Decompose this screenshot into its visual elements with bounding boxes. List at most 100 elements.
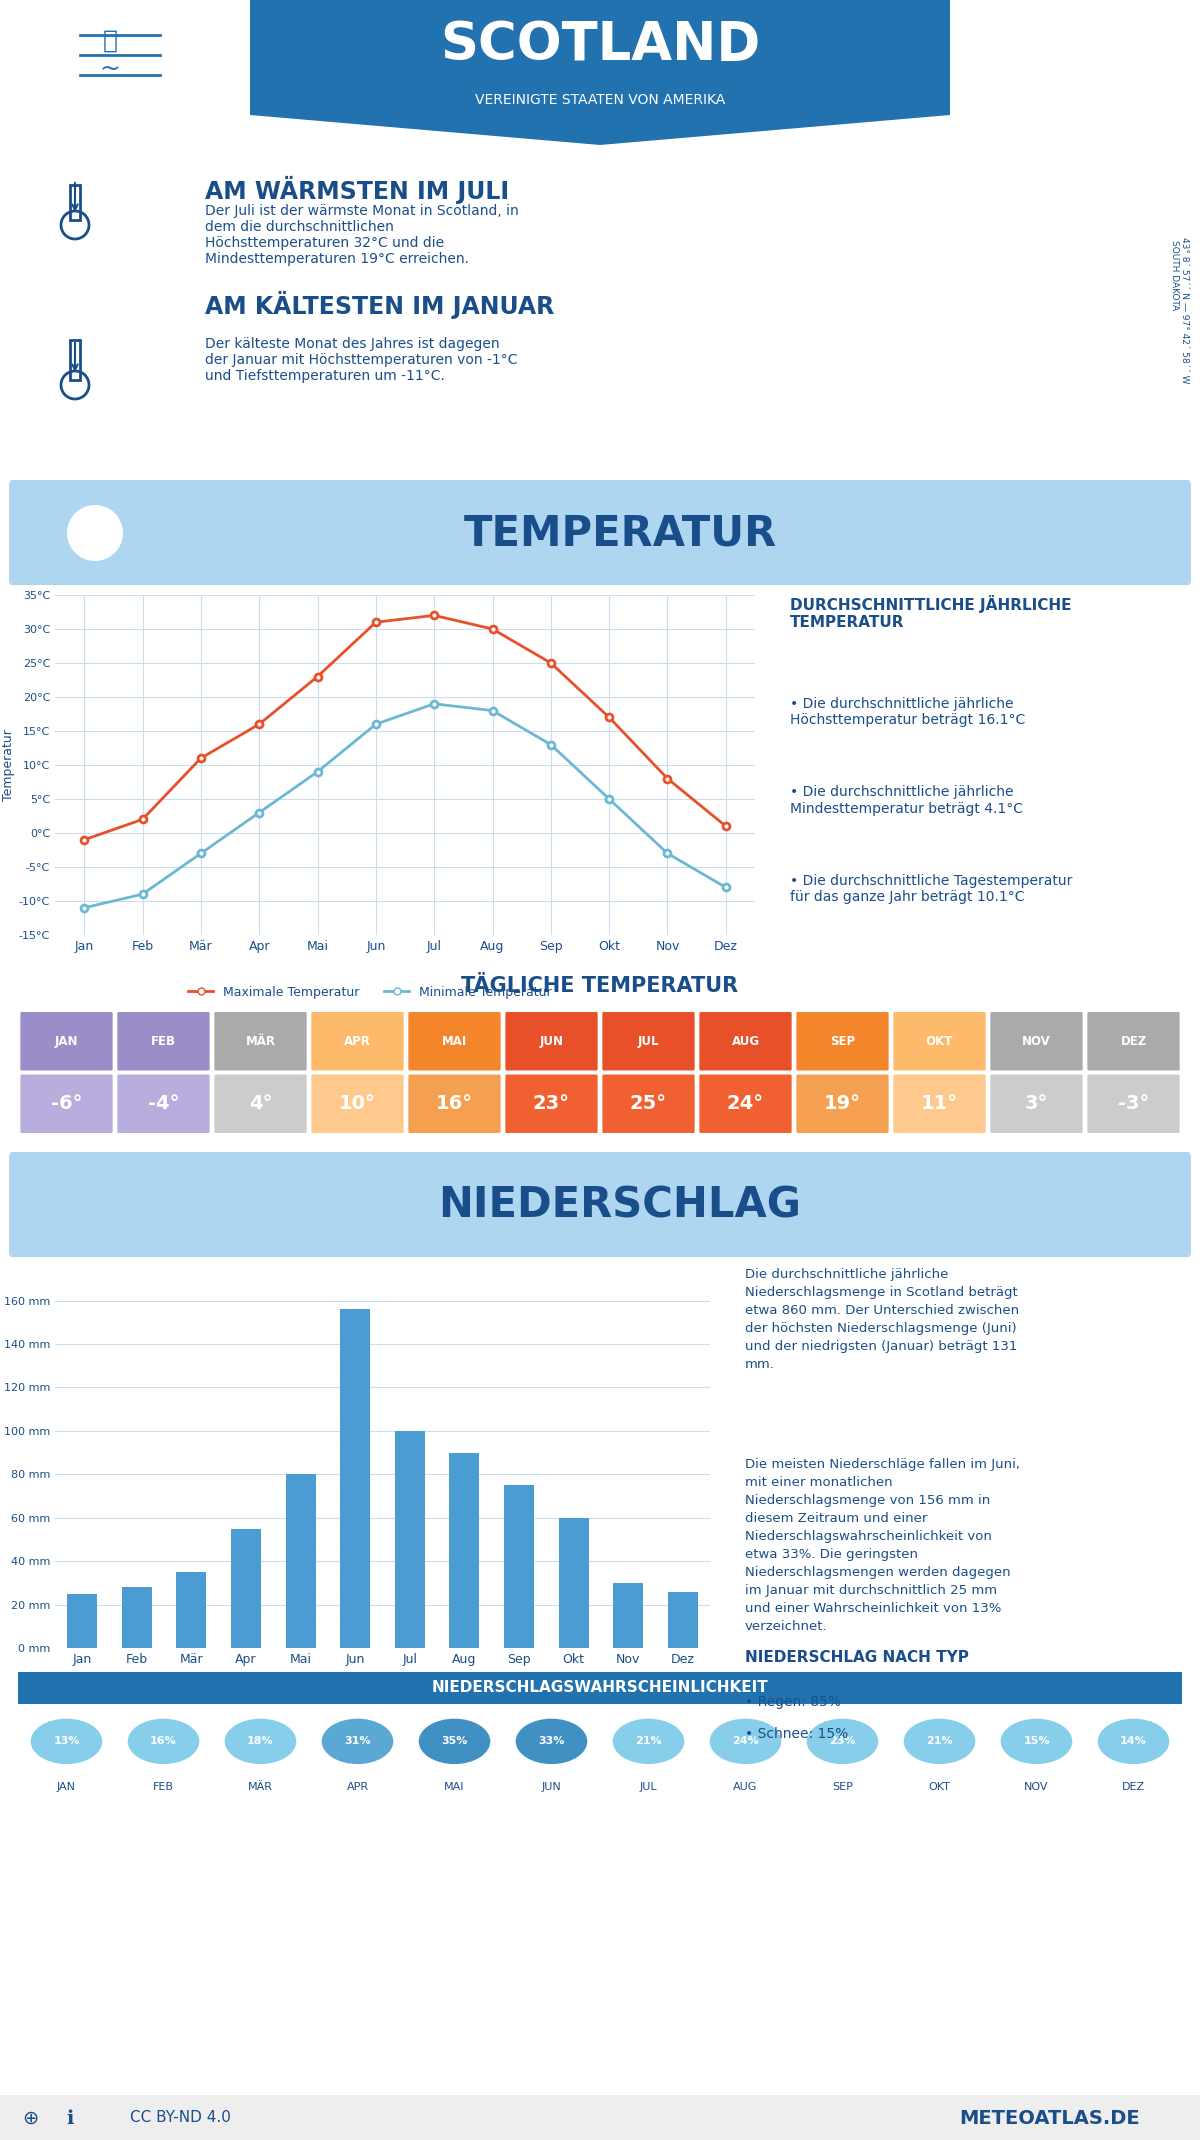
Text: -3°: -3° — [1118, 1094, 1150, 1113]
Circle shape — [805, 1718, 880, 1765]
Text: 19°: 19° — [824, 1094, 862, 1113]
Text: 15%: 15% — [1024, 1736, 1050, 1746]
Text: 16%: 16% — [150, 1736, 176, 1746]
Text: ⌒
~: ⌒ ~ — [100, 30, 120, 81]
FancyBboxPatch shape — [601, 1072, 696, 1134]
Text: ☀: ☀ — [72, 509, 118, 556]
Circle shape — [1097, 1718, 1170, 1765]
Text: MÄR: MÄR — [246, 1036, 276, 1049]
Bar — [613, 1584, 643, 1648]
Circle shape — [30, 1718, 103, 1765]
Bar — [504, 1485, 534, 1648]
Bar — [558, 1517, 588, 1648]
Text: METEOATLAS.DE: METEOATLAS.DE — [960, 2108, 1140, 2127]
Text: 24%: 24% — [732, 1736, 758, 1746]
Circle shape — [418, 1718, 491, 1765]
Text: SEP: SEP — [832, 1783, 853, 1791]
Text: APR: APR — [347, 1783, 368, 1791]
Text: 13%: 13% — [53, 1736, 79, 1746]
Text: 23%: 23% — [829, 1736, 856, 1746]
Circle shape — [902, 1718, 977, 1765]
Text: -6°: -6° — [50, 1094, 83, 1113]
Circle shape — [1000, 1718, 1073, 1765]
FancyBboxPatch shape — [989, 1072, 1084, 1134]
Text: JUL: JUL — [640, 1783, 658, 1791]
Bar — [395, 1432, 425, 1648]
Circle shape — [612, 1718, 685, 1765]
Text: SOUTH DAKOTA: SOUTH DAKOTA — [1170, 240, 1180, 310]
Text: DEZ: DEZ — [1122, 1783, 1145, 1791]
Text: CC BY-ND 4.0: CC BY-ND 4.0 — [130, 2110, 230, 2125]
FancyBboxPatch shape — [1086, 1072, 1181, 1134]
Polygon shape — [250, 0, 950, 146]
Text: NIEDERSCHLAG NACH TYP: NIEDERSCHLAG NACH TYP — [745, 1650, 968, 1665]
Text: 24°: 24° — [727, 1094, 764, 1113]
Text: JUL: JUL — [637, 1036, 659, 1049]
Bar — [232, 1528, 262, 1648]
Text: VEREINIGTE STAATEN VON AMERIKA: VEREINIGTE STAATEN VON AMERIKA — [475, 92, 725, 107]
Text: AUG: AUG — [732, 1036, 760, 1049]
Bar — [286, 1474, 316, 1648]
Text: Die meisten Niederschläge fallen im Juni,
mit einer monatlichen
Niederschlagsmen: Die meisten Niederschläge fallen im Juni… — [745, 1457, 1020, 1633]
Bar — [340, 1310, 371, 1648]
Text: AM WÄRMSTEN IM JULI: AM WÄRMSTEN IM JULI — [205, 175, 509, 203]
Circle shape — [67, 505, 124, 561]
Text: DEZ: DEZ — [1121, 1036, 1147, 1049]
Text: FEB: FEB — [154, 1783, 174, 1791]
Text: 43° 8´ 57´´ N — 97° 42´ 58´´ W: 43° 8´ 57´´ N — 97° 42´ 58´´ W — [1181, 238, 1189, 383]
Text: • Die durchschnittliche jährliche
Höchsttemperatur beträgt 16.1°C: • Die durchschnittliche jährliche Höchst… — [790, 698, 1025, 728]
Text: 4°: 4° — [248, 1094, 272, 1113]
Text: NIEDERSCHLAG: NIEDERSCHLAG — [438, 1183, 802, 1226]
Text: OKT: OKT — [929, 1783, 950, 1791]
Circle shape — [127, 1718, 200, 1765]
Text: JUN: JUN — [541, 1783, 562, 1791]
Legend: Maximale Temperatur, Minimale Temperatur: Maximale Temperatur, Minimale Temperatur — [182, 980, 557, 1004]
Text: Der Juli ist der wärmste Monat in Scotland, in
dem die durchschnittlichen
Höchst: Der Juli ist der wärmste Monat in Scotla… — [205, 203, 518, 265]
Text: Der kälteste Monat des Jahres ist dagegen
der Januar mit Höchsttemperaturen von : Der kälteste Monat des Jahres ist dagege… — [205, 336, 517, 383]
Text: 16°: 16° — [436, 1094, 473, 1113]
Bar — [176, 1573, 206, 1648]
FancyBboxPatch shape — [892, 1072, 988, 1134]
Text: ℹ: ℹ — [66, 2108, 73, 2127]
FancyBboxPatch shape — [19, 1072, 114, 1134]
Bar — [67, 1594, 97, 1648]
FancyBboxPatch shape — [116, 1072, 211, 1134]
FancyBboxPatch shape — [504, 1010, 599, 1072]
Bar — [449, 1453, 479, 1648]
Bar — [122, 1588, 152, 1648]
FancyBboxPatch shape — [310, 1072, 406, 1134]
Text: 10°: 10° — [340, 1094, 376, 1113]
FancyBboxPatch shape — [310, 1010, 406, 1072]
Text: DURCHSCHNITTLICHE JÄHRLICHE
TEMPERATUR: DURCHSCHNITTLICHE JÄHRLICHE TEMPERATUR — [790, 595, 1072, 631]
Text: AM KÄLTESTEN IM JANUAR: AM KÄLTESTEN IM JANUAR — [205, 291, 554, 319]
FancyBboxPatch shape — [407, 1010, 502, 1072]
FancyBboxPatch shape — [407, 1072, 502, 1134]
Circle shape — [515, 1718, 588, 1765]
FancyBboxPatch shape — [212, 1072, 308, 1134]
FancyBboxPatch shape — [698, 1010, 793, 1072]
Text: 31%: 31% — [344, 1736, 371, 1746]
FancyBboxPatch shape — [116, 1010, 211, 1072]
Text: 14%: 14% — [1120, 1736, 1147, 1746]
Bar — [70, 340, 80, 381]
Text: • Die durchschnittliche Tagestemperatur
für das ganze Jahr beträgt 10.1°C: • Die durchschnittliche Tagestemperatur … — [790, 873, 1073, 903]
Text: • Schnee: 15%: • Schnee: 15% — [745, 1727, 848, 1740]
Text: NIEDERSCHLAGSWAHRSCHEINLICHKEIT: NIEDERSCHLAGSWAHRSCHEINLICHKEIT — [432, 1680, 768, 1695]
Text: JUN: JUN — [540, 1036, 564, 1049]
Text: 33%: 33% — [539, 1736, 565, 1746]
Text: APR: APR — [344, 1036, 371, 1049]
FancyBboxPatch shape — [989, 1010, 1084, 1072]
Text: MAI: MAI — [442, 1036, 467, 1049]
FancyBboxPatch shape — [10, 479, 1190, 586]
FancyBboxPatch shape — [794, 1072, 890, 1134]
Text: Die durchschnittliche jährliche
Niederschlagsmenge in Scotland beträgt
etwa 860 : Die durchschnittliche jährliche Niedersc… — [745, 1269, 1019, 1372]
Text: MÄR: MÄR — [248, 1783, 274, 1791]
Text: 21%: 21% — [926, 1736, 953, 1746]
Text: SCOTLAND: SCOTLAND — [440, 19, 760, 71]
Circle shape — [709, 1718, 782, 1765]
Text: AUG: AUG — [733, 1783, 757, 1791]
FancyBboxPatch shape — [892, 1010, 988, 1072]
Text: 18%: 18% — [247, 1736, 274, 1746]
Text: 11°: 11° — [920, 1094, 958, 1113]
Text: FEB: FEB — [151, 1036, 176, 1049]
